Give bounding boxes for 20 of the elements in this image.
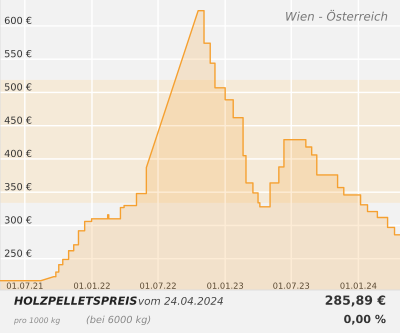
y-tick-label: 400 € [4,150,32,158]
text: HOLZPELLETSPREIS [14,296,137,305]
x-tick-label: 01.01.22 [74,282,110,289]
x-tick-label: 01.01.24 [340,282,376,289]
text: 0,00 % [344,314,386,325]
x-tick-label: 01.01.23 [207,282,244,289]
y-tick-label: 350 € [4,182,32,190]
y-tick-label: 600 € [4,16,32,24]
text: (bei 6000 kg) [86,316,150,326]
y-tick-label: 250 € [4,250,32,257]
y-tick-label: 550 € [4,50,32,58]
x-tick-label: 01.07.21 [6,282,43,289]
x-tick-label: 01.07.23 [273,282,310,289]
text: 285,89 € [326,295,386,306]
text: vom 24.04.2024 [138,296,223,305]
y-tick-label: 500 € [4,83,32,91]
text: Wien - Österreich [286,10,388,21]
y-tick-label: 300 € [4,216,32,224]
y-tick-label: 450 € [4,116,32,124]
x-tick-label: 01.07.22 [140,282,176,289]
